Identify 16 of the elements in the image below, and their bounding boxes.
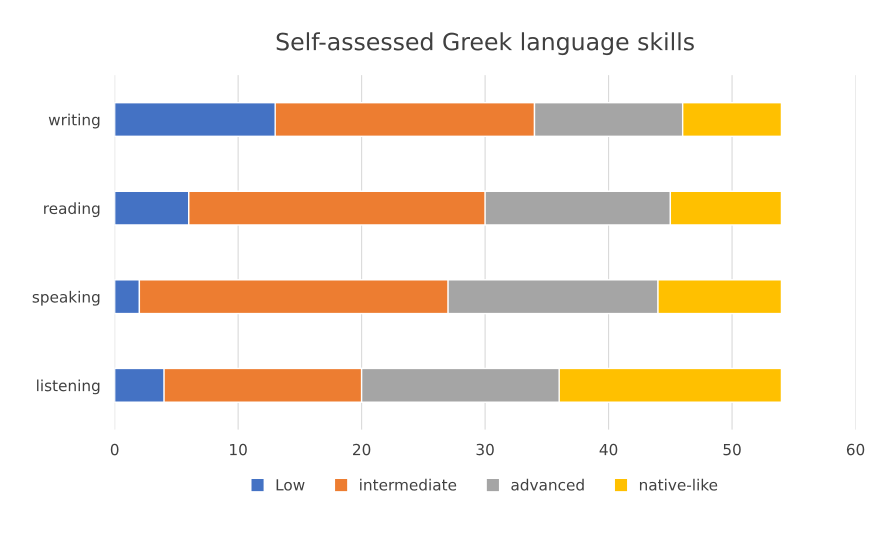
y-tick-label: reading: [44, 202, 100, 218]
x-tick-label: 60: [846, 444, 864, 456]
x-tick-label: 0: [110, 444, 119, 456]
legend-label: intermediate: [360, 478, 456, 491]
x-tick-label: 40: [600, 444, 618, 456]
legend-label: native-like: [640, 478, 718, 491]
x-tick-label: 50: [724, 444, 741, 456]
chart-title: Self-assessed Greek language skills: [276, 32, 694, 56]
x-tick-label: 20: [353, 444, 370, 456]
legend-label: Low: [276, 479, 305, 491]
x-tick-label: 30: [476, 444, 494, 456]
y-tick-label: speaking: [32, 290, 100, 306]
y-tick-label: listening: [37, 379, 100, 394]
y-tick-label: writing: [48, 114, 100, 128]
x-tick-label: 10: [230, 444, 247, 456]
legend-label: advanced: [511, 478, 584, 491]
